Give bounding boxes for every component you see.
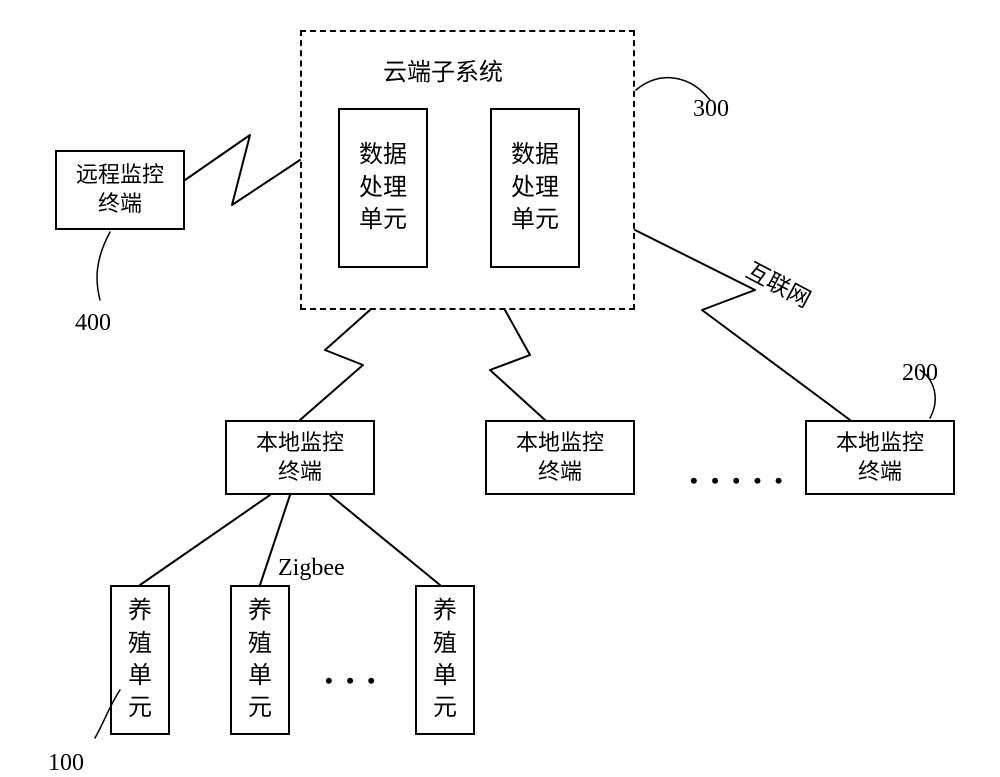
farm2-label: 养殖单元 <box>248 595 272 725</box>
zigbee-label: Zigbee <box>278 555 345 582</box>
internet-label: 互联网 <box>741 252 818 314</box>
ref-200: 200 <box>902 360 938 387</box>
data-processing-unit-2: 数据处理单元 <box>490 108 580 268</box>
dpu1-label: 数据处理单元 <box>359 139 407 236</box>
local2-label: 本地监控终端 <box>516 429 604 486</box>
farm-unit-2: 养殖单元 <box>230 585 290 735</box>
local1-label: 本地监控终端 <box>256 429 344 486</box>
ellipsis-local: • • • • • <box>690 468 787 494</box>
local-monitor-terminal-2: 本地监控终端 <box>485 420 635 495</box>
ref-400: 400 <box>75 310 111 337</box>
local-monitor-terminal-3: 本地监控终端 <box>805 420 955 495</box>
farm-unit-3: 养殖单元 <box>415 585 475 735</box>
farm3-label: 养殖单元 <box>433 595 457 725</box>
ref-300: 300 <box>693 96 729 123</box>
diagram-canvas: 云端子系统 数据处理单元 数据处理单元 远程监控终端 本地监控终端 本地监控终端… <box>0 0 1000 767</box>
local-monitor-terminal-1: 本地监控终端 <box>225 420 375 495</box>
cloud-subsystem-title: 云端子系统 <box>383 52 503 87</box>
local3-label: 本地监控终端 <box>836 429 924 486</box>
data-processing-unit-1: 数据处理单元 <box>338 108 428 268</box>
ellipsis-farm: • • • <box>325 668 379 694</box>
farm1-label: 养殖单元 <box>128 595 152 725</box>
ref-100: 100 <box>48 750 84 777</box>
remote-label: 远程监控终端 <box>76 161 164 218</box>
dpu2-label: 数据处理单元 <box>511 139 559 236</box>
remote-monitor-terminal: 远程监控终端 <box>55 150 185 230</box>
farm-unit-1: 养殖单元 <box>110 585 170 735</box>
